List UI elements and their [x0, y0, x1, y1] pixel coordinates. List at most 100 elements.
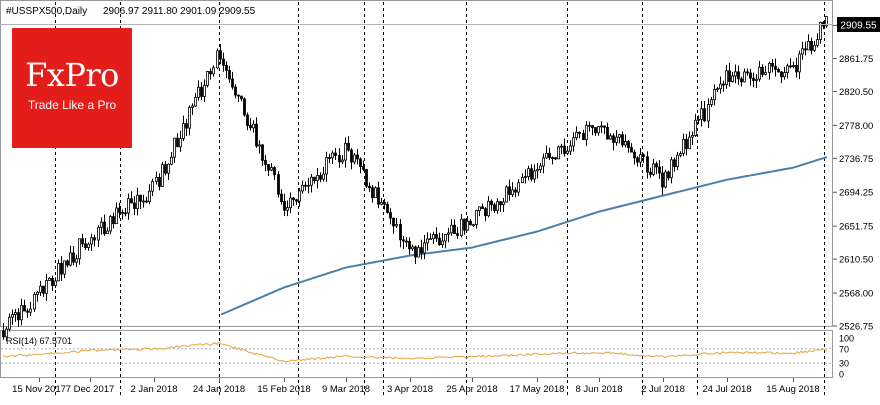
- candle-103: [316, 168, 319, 189]
- candle-50: [155, 171, 158, 185]
- candle-133: [408, 237, 411, 255]
- candle-145: [444, 233, 447, 249]
- candle-97: [298, 187, 301, 207]
- candle-2: [8, 313, 11, 332]
- candle-143: [438, 232, 441, 246]
- candle-59: [182, 115, 185, 142]
- candle-129: [395, 217, 398, 228]
- candle-66: [203, 79, 206, 103]
- price-label-6: 2651.75: [839, 222, 873, 233]
- candle-7: [23, 299, 26, 312]
- candle-173: [530, 164, 533, 182]
- candle-57: [176, 133, 179, 148]
- candle-58: [179, 130, 182, 152]
- price-label-4: 2736.75: [839, 154, 873, 165]
- candle-98: [301, 180, 304, 194]
- candle-154: [472, 223, 475, 227]
- candle-84: [258, 140, 261, 154]
- date-label-2: 2 Jan 2018: [130, 384, 177, 395]
- candle-228: [697, 115, 700, 125]
- candle-217: [664, 169, 667, 189]
- candle-206: [630, 143, 633, 153]
- candle-161: [493, 202, 496, 213]
- candle-46: [142, 194, 145, 208]
- candle-117: [359, 157, 362, 174]
- candle-218: [667, 170, 670, 181]
- candle-171: [524, 169, 527, 184]
- candle-74: [228, 65, 231, 83]
- candle-186: [569, 140, 572, 155]
- candle-209: [639, 147, 642, 168]
- candle-40: [124, 207, 127, 217]
- candle-130: [399, 219, 402, 248]
- candle-220: [673, 157, 676, 172]
- candle-134: [411, 244, 414, 251]
- candle-178: [545, 145, 548, 159]
- candle-219: [670, 156, 673, 184]
- candle-259: [792, 61, 795, 69]
- candle-187: [572, 132, 575, 152]
- candle-251: [768, 61, 771, 80]
- candle-265: [810, 37, 813, 55]
- candle-44: [136, 187, 139, 216]
- date-label-10: 2 Jul 2018: [641, 384, 685, 395]
- price-label-8: 2568.00: [839, 289, 873, 300]
- candle-131: [402, 236, 405, 249]
- candle-256: [783, 66, 786, 80]
- date-label-8: 17 May 2018: [510, 384, 565, 395]
- candle-176: [539, 162, 542, 174]
- candle-236: [722, 80, 725, 92]
- candle-246: [752, 72, 755, 88]
- candle-93: [286, 200, 289, 217]
- candle-139: [426, 232, 429, 251]
- candle-181: [554, 157, 557, 161]
- candle-205: [627, 140, 630, 153]
- rsi-layer: [1, 341, 832, 364]
- candle-73: [225, 61, 228, 79]
- candle-82: [252, 120, 255, 133]
- candle-91: [280, 189, 283, 205]
- candle-193: [591, 125, 594, 136]
- rsi-panel-frame: [0, 330, 833, 378]
- candle-12: [39, 280, 42, 297]
- candle-163: [499, 201, 502, 212]
- candle-238: [728, 62, 731, 87]
- candle-19: [60, 256, 63, 281]
- candle-17: [54, 277, 57, 289]
- ohlc-values: 2906.97 2911.80 2901.09 2909.55: [103, 6, 256, 17]
- candle-214: [655, 161, 658, 175]
- date-label-4: 15 Feb 2018: [257, 384, 310, 395]
- candle-146: [447, 227, 450, 243]
- candle-194: [594, 127, 597, 136]
- candle-127: [389, 208, 392, 225]
- candle-162: [496, 198, 499, 214]
- candle-77: [237, 94, 240, 103]
- moving-average-line: [220, 156, 828, 316]
- candle-190: [582, 129, 585, 141]
- candle-184: [563, 138, 566, 157]
- candle-159: [487, 196, 490, 218]
- candle-180: [551, 156, 554, 165]
- candle-250: [764, 65, 767, 76]
- candle-172: [527, 165, 530, 181]
- candle-102: [313, 176, 316, 184]
- candle-253: [774, 58, 777, 77]
- candle-247: [755, 74, 758, 88]
- candle-174: [533, 164, 536, 183]
- candle-43: [133, 196, 136, 216]
- candle-189: [578, 131, 581, 139]
- candle-8: [26, 308, 29, 318]
- candle-153: [469, 219, 472, 226]
- candle-148: [453, 219, 456, 235]
- candle-38: [118, 202, 121, 219]
- candle-132: [405, 237, 408, 247]
- candle-233: [713, 84, 716, 106]
- rsi-label: RSI(14) 67.5701: [6, 336, 72, 346]
- candle-166: [508, 179, 511, 201]
- candle-249: [761, 64, 764, 78]
- price-axis: 2903.252861.752820.502778.002736.752694.…: [833, 21, 873, 333]
- candle-125: [383, 198, 386, 210]
- date-label-0: 15 Nov 2017: [12, 384, 66, 395]
